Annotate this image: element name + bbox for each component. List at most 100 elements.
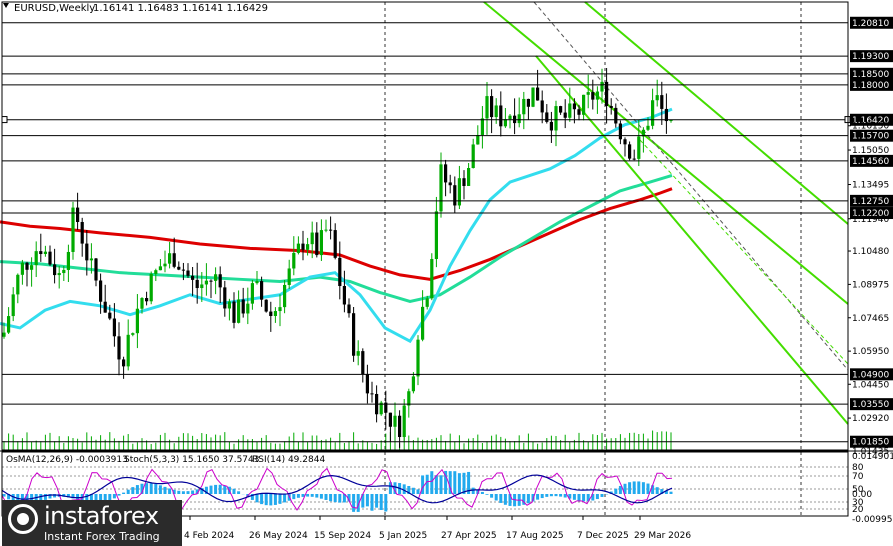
candle-body (163, 263, 167, 267)
candle-body (168, 253, 172, 264)
level-label: 1.19300 (852, 52, 889, 62)
candle-body (112, 318, 116, 337)
candle-body (237, 299, 241, 323)
ma-50-line (0, 107, 673, 344)
level-label-box (850, 207, 893, 220)
candle-body (154, 270, 158, 274)
candle-body (614, 107, 618, 124)
price-tick-label: 1.07465 (852, 314, 889, 324)
instaforex-logo: instaforex Instant Forex Trading (2, 500, 182, 546)
candle-body (108, 312, 112, 319)
volume-bars (3, 430, 672, 450)
candle-body (273, 311, 277, 317)
oscillator-tick-label: 0.0149011 (852, 452, 893, 462)
time-tick-label: 26 May 2024 (249, 531, 308, 541)
candle-body (191, 275, 195, 280)
stoch-label: Stoch(5,3,3) 15.1650 37.5743 (124, 455, 259, 465)
level-label: 1.14560 (852, 157, 889, 167)
price-candles (2, 68, 673, 448)
time-tick-label: 27 Apr 2025 (441, 531, 497, 541)
candle-body (467, 168, 471, 186)
candle-body (572, 103, 576, 110)
channel-dashed-line (533, 1, 849, 371)
candle-body (315, 232, 319, 256)
rsi-line (1, 474, 673, 504)
candle-body (80, 222, 84, 244)
candle-body (117, 336, 121, 360)
level-label: 1.20810 (852, 19, 889, 29)
candle-body (306, 244, 310, 250)
level-label-box (850, 398, 893, 411)
brand-name: instaforex (44, 502, 159, 530)
candle-body (30, 265, 34, 270)
instaforex-logo-icon (8, 504, 38, 534)
candle-body (103, 301, 107, 313)
channel-dashed-green (639, 139, 849, 365)
candle-body (39, 251, 43, 255)
channel-lower-line (535, 55, 849, 425)
candle-body (227, 301, 231, 309)
candle-body (2, 332, 6, 337)
candle-body (34, 251, 38, 266)
candle-body (457, 178, 461, 206)
candle-body (126, 334, 130, 367)
stoch-signal-line (1, 467, 673, 511)
candle-body (25, 262, 29, 270)
candle-body (71, 207, 75, 252)
candle-body (131, 333, 135, 335)
candle-body (508, 115, 512, 120)
ma-200-line (0, 187, 673, 281)
candle-body (582, 94, 586, 115)
price-tick-label: 1.05950 (852, 347, 889, 357)
candle-body (660, 95, 664, 109)
candle-body (554, 106, 558, 131)
price-tick-label: 1.16150 (852, 122, 889, 132)
time-tick-label: 5 Jan 2025 (379, 531, 427, 541)
candle-body (287, 268, 291, 285)
moving-averages (0, 107, 673, 344)
candle-body (485, 96, 489, 119)
candle-body (140, 298, 144, 309)
level-label-box (850, 50, 893, 63)
level-label: 1.03550 (852, 400, 889, 410)
level-label: 1.12750 (852, 197, 889, 207)
oscillator-tick-label: 20 (852, 505, 864, 515)
candle-body (416, 339, 420, 377)
candle-body (352, 313, 356, 356)
candle-body (651, 100, 655, 126)
level-label: 1.01850 (852, 438, 889, 448)
candle-body (66, 251, 70, 270)
price-tick-label: 1.11940 (852, 215, 889, 225)
candle-body (605, 81, 609, 106)
candle-body (292, 252, 296, 269)
candle-body (434, 211, 438, 260)
ohlc-readout: 1.16141 1.16483 1.16141 1.16429 (93, 3, 268, 14)
candle-body (319, 230, 323, 256)
candle-body (646, 125, 650, 130)
candle-body (310, 232, 314, 245)
level-label-box (850, 129, 893, 142)
candle-body (595, 91, 599, 100)
candle-body (591, 92, 595, 100)
oscillator-tick-label: 50 (852, 485, 864, 495)
candle-body (600, 81, 604, 92)
candle-body (85, 243, 89, 261)
channel-upper-line (483, 1, 849, 305)
level-label: 1.16420 (852, 116, 889, 126)
candle-body (99, 280, 103, 302)
level-label: 1.15700 (852, 132, 889, 142)
candle-body (57, 273, 61, 276)
candle-body (135, 308, 139, 334)
candle-body (269, 311, 273, 317)
candle-body (20, 262, 24, 275)
price-tick-label: 1.04450 (852, 380, 889, 390)
candle-body (559, 106, 563, 113)
candle-body (531, 87, 535, 107)
osma-label: OsMA(12,26,9) -0.0003913 (6, 455, 128, 465)
candle-body (370, 393, 374, 395)
candle-body (540, 100, 544, 113)
price-tick-label: 1.01435 (852, 447, 889, 457)
menu-triangle-icon[interactable] (3, 3, 9, 8)
